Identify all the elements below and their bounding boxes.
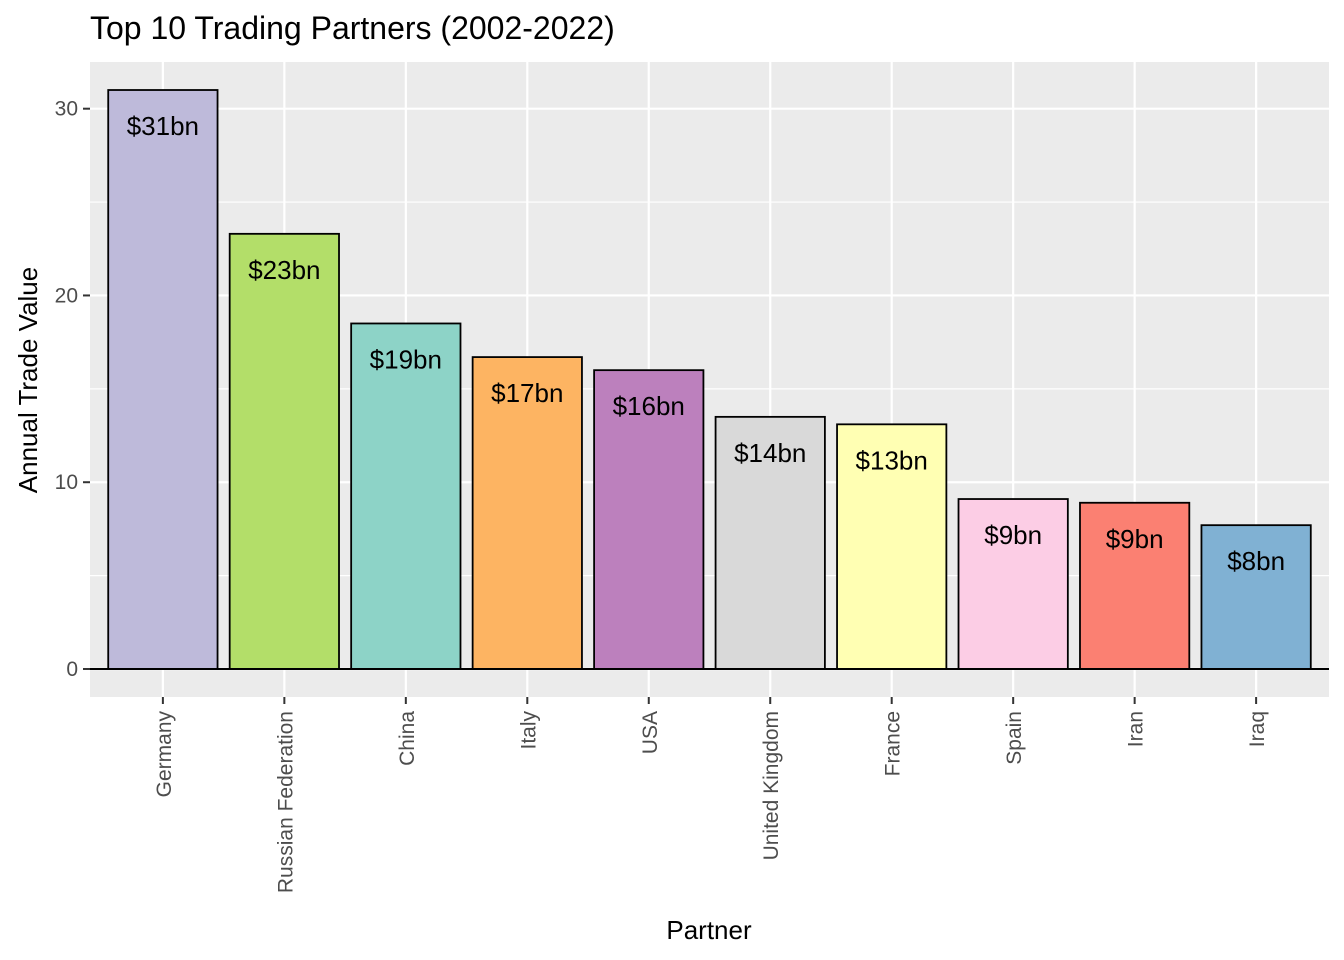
bar-value-label: $9bn <box>984 520 1042 550</box>
bar-value-label: $8bn <box>1227 546 1285 576</box>
x-tick-label: Italy <box>517 711 540 750</box>
x-tick-label: Iran <box>1125 711 1148 747</box>
bar-value-label: $31bn <box>127 111 199 141</box>
x-axis-title: Partner <box>666 915 752 945</box>
y-tick-label: 30 <box>55 98 78 121</box>
x-tick-label: USA <box>639 711 662 754</box>
y-tick-label: 20 <box>55 284 78 307</box>
bar-iran <box>1079 501 1191 670</box>
bar-value-label: $13bn <box>856 445 928 475</box>
bar-spain <box>957 498 1069 670</box>
bar-russian-federation <box>228 232 340 670</box>
bar-labels: $31bn $23bn $19bn $17bn $16bn $14bn $13bn $9bn $… <box>127 111 1285 576</box>
bar-france <box>836 423 948 670</box>
y-tick-label: 0 <box>66 658 78 681</box>
bar-value-label: $14bn <box>734 438 806 468</box>
x-tick-label: China <box>396 711 419 766</box>
x-tick-label: France <box>882 711 905 776</box>
y-axis-title: Annual Trade Value <box>13 267 43 493</box>
bar-united-kingdom <box>714 415 826 670</box>
x-tick-label: Iraq <box>1246 711 1269 747</box>
bar-germany <box>107 89 219 670</box>
bar-italy <box>471 356 583 670</box>
x-tick-label: Russian Federation <box>274 711 297 893</box>
bar-value-label: $16bn <box>613 391 685 421</box>
bar-iraq <box>1200 524 1312 670</box>
bar-value-label: $23bn <box>248 255 320 285</box>
bar-china <box>350 322 462 670</box>
x-tick-label: Spain <box>1003 711 1026 765</box>
bar-value-label: $9bn <box>1106 524 1164 554</box>
x-tick-label: Germany <box>153 711 176 798</box>
x-tick-label: United Kingdom <box>760 711 783 860</box>
chart-title: Top 10 Trading Partners (2002-2022) <box>90 10 615 46</box>
bar-value-label: $19bn <box>370 344 442 374</box>
bars <box>107 89 1312 670</box>
axes: 0 10 20 30 Germany Russian Federation China Ita… <box>55 98 1329 893</box>
bar-usa <box>593 369 705 670</box>
bar-value-label: $17bn <box>491 378 563 408</box>
y-tick-label: 10 <box>55 471 78 494</box>
